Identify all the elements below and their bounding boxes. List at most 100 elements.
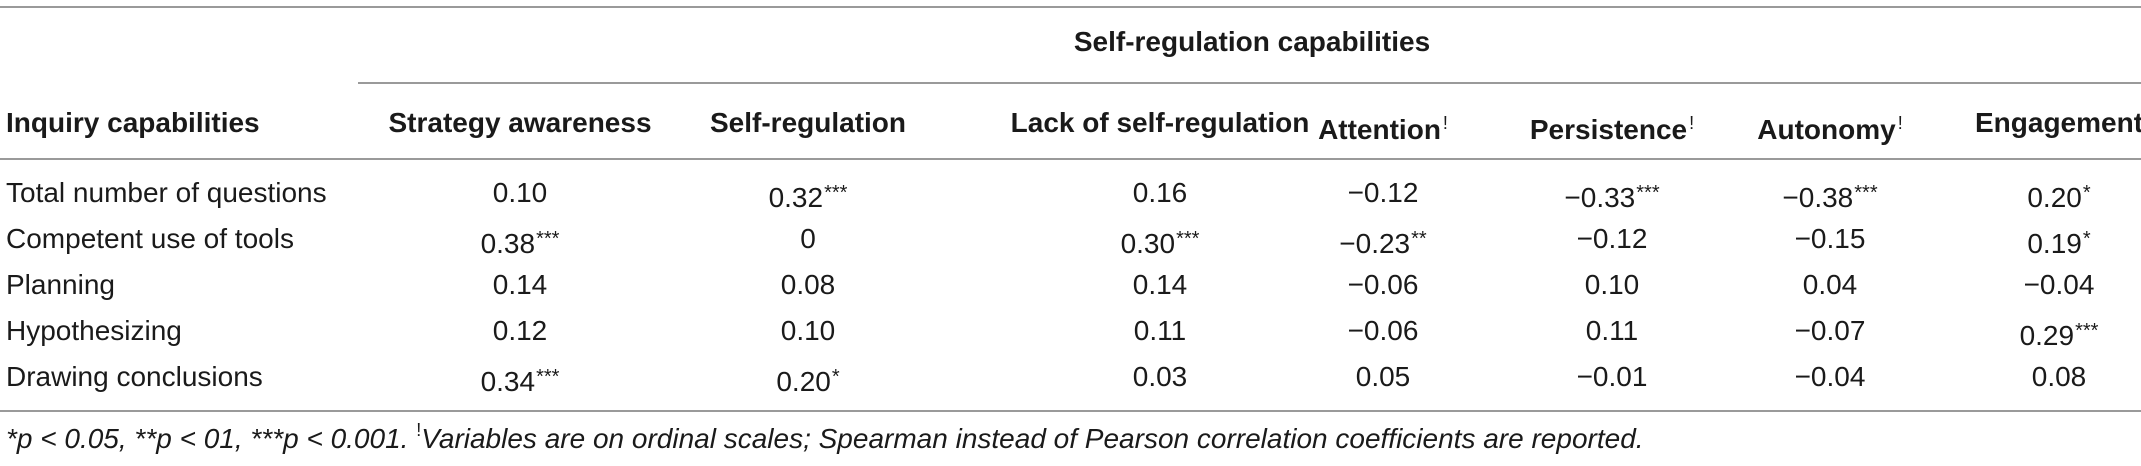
cell-value: −0.07 xyxy=(1794,315,1866,346)
column-header-label: Attention xyxy=(1318,114,1441,145)
cell-value: 0.05 xyxy=(1355,361,1411,392)
table-cell: 0.12 xyxy=(493,314,548,348)
table-cell: 0.10 xyxy=(1585,268,1640,302)
significance-stars: * xyxy=(2082,228,2091,250)
significance-stars: *** xyxy=(824,182,848,204)
cell-value: −0.04 xyxy=(1794,361,1866,392)
cell-value: −0.06 xyxy=(1347,315,1419,346)
table-cell: 0.10 xyxy=(493,176,548,210)
cell-value: 0.14 xyxy=(492,269,548,300)
table-cell: 0.20* xyxy=(776,360,839,399)
row-header: Inquiry capabilities xyxy=(6,107,260,138)
cell-value: −0.33 xyxy=(1564,182,1636,213)
significance-stars: *** xyxy=(536,228,560,250)
significance-stars: * xyxy=(2082,182,2091,204)
table-cell: −0.04 xyxy=(2024,268,2095,302)
significance-stars: *** xyxy=(2075,320,2099,342)
table-cell: 0.11 xyxy=(1134,314,1186,348)
bottom-rule xyxy=(0,410,2141,412)
table-cell: −0.33*** xyxy=(1564,176,1659,215)
column-header: Strategy awareness xyxy=(388,106,651,140)
column-header-mark: ! xyxy=(1442,113,1448,133)
table-cell: 0 xyxy=(800,222,816,256)
column-header: Self-regulation xyxy=(710,106,906,140)
cell-value: 0.20 xyxy=(776,366,831,397)
cell-value: 0.16 xyxy=(1132,177,1188,208)
cell-value: 0.11 xyxy=(1133,315,1187,346)
cell-value: −0.38 xyxy=(1782,182,1854,213)
cell-value: −0.01 xyxy=(1576,361,1648,392)
table-cell: −0.01 xyxy=(1577,360,1648,394)
table-cell: 0.04 xyxy=(1803,268,1858,302)
column-header-label: Persistence xyxy=(1529,114,1688,145)
table-cell: 0.10 xyxy=(781,314,836,348)
cell-value: 0.19 xyxy=(2027,228,2082,259)
cell-value: −0.12 xyxy=(1576,223,1648,254)
cell-value: 0.30 xyxy=(1120,228,1176,259)
significance-stars: *** xyxy=(536,366,560,388)
significance-stars: *** xyxy=(1636,182,1660,204)
column-header-label: Autonomy xyxy=(1757,114,1896,145)
table-cell: 0.30*** xyxy=(1121,222,1200,261)
row-label: Hypothesizing xyxy=(6,315,182,346)
table-cell: −0.12 xyxy=(1577,222,1648,256)
top-rule xyxy=(0,6,2141,8)
table-cell: −0.04 xyxy=(1795,360,1866,394)
column-header-mark: ! xyxy=(1897,113,1903,133)
cell-value: 0.03 xyxy=(1132,361,1188,392)
column-header-label: Strategy awareness xyxy=(388,107,652,138)
table-cell: 0.32*** xyxy=(769,176,848,215)
significance-stars: ** xyxy=(1411,228,1427,250)
table-cell: 0.14 xyxy=(493,268,548,302)
table-cell: −0.15 xyxy=(1795,222,1866,256)
table-cell: 0.05 xyxy=(1356,360,1411,394)
table-cell: −0.38*** xyxy=(1782,176,1877,215)
cell-value: −0.04 xyxy=(2023,269,2095,300)
cell-value: 0.32 xyxy=(768,182,824,213)
table-cell: 0.08 xyxy=(2032,360,2087,394)
cell-value: 0.14 xyxy=(1132,269,1188,300)
row-label: Total number of questions xyxy=(6,177,327,208)
significance-stars: *** xyxy=(1176,228,1200,250)
table-cell: 0.29*** xyxy=(2020,314,2099,353)
table-cell: −0.06 xyxy=(1348,268,1419,302)
header-rule xyxy=(0,158,2141,160)
column-header-label: Lack of self-regulation xyxy=(1010,107,1310,138)
footnote-mark: ! xyxy=(416,420,422,440)
column-header-label: Engagement xyxy=(1974,107,2141,138)
cell-value: 0.10 xyxy=(1584,269,1640,300)
row-label: Competent use of tools xyxy=(6,223,294,254)
row-label: Drawing conclusions xyxy=(6,361,263,392)
cell-value: −0.15 xyxy=(1794,223,1866,254)
column-header: Lack of self-regulation xyxy=(1011,106,1310,140)
table-footnote: *p < 0.05, **p < 01, ***p < 0.001. !Vari… xyxy=(6,420,1644,455)
table-cell: 0.19* xyxy=(2027,222,2090,261)
group-rule xyxy=(358,82,2141,84)
column-header: Persistence! xyxy=(1530,106,1694,147)
column-header: Attention! xyxy=(1318,106,1448,147)
cell-value: −0.23 xyxy=(1339,228,1411,259)
table-cell: −0.06 xyxy=(1348,314,1419,348)
table-cell: −0.12 xyxy=(1348,176,1419,210)
cell-value: −0.12 xyxy=(1347,177,1419,208)
table-cell: −0.07 xyxy=(1795,314,1866,348)
table-cell: 0.16 xyxy=(1133,176,1188,210)
column-header-mark: ! xyxy=(1689,113,1695,133)
row-label: Planning xyxy=(6,269,115,300)
cell-value: 0.10 xyxy=(492,177,548,208)
cell-value: −0.06 xyxy=(1347,269,1419,300)
group-header: Self-regulation capabilities xyxy=(1073,26,1431,57)
cell-value: 0 xyxy=(800,223,816,254)
cell-value: 0.38 xyxy=(480,228,536,259)
table-cell: 0.08 xyxy=(781,268,836,302)
table-cell: −0.23** xyxy=(1339,222,1426,261)
footnote-significance: *p < 0.05, **p < 01, ***p < 0.001. xyxy=(6,423,409,454)
table-cell: 0.38*** xyxy=(481,222,560,261)
cell-value: 0.34 xyxy=(480,366,536,397)
cell-value: 0.29 xyxy=(2019,320,2075,351)
cell-value: 0.11 xyxy=(1585,315,1639,346)
footnote-note: Variables are on ordinal scales; Spearma… xyxy=(421,423,1644,454)
cell-value: 0.08 xyxy=(2031,361,2087,392)
cell-value: 0.20 xyxy=(2027,182,2082,213)
